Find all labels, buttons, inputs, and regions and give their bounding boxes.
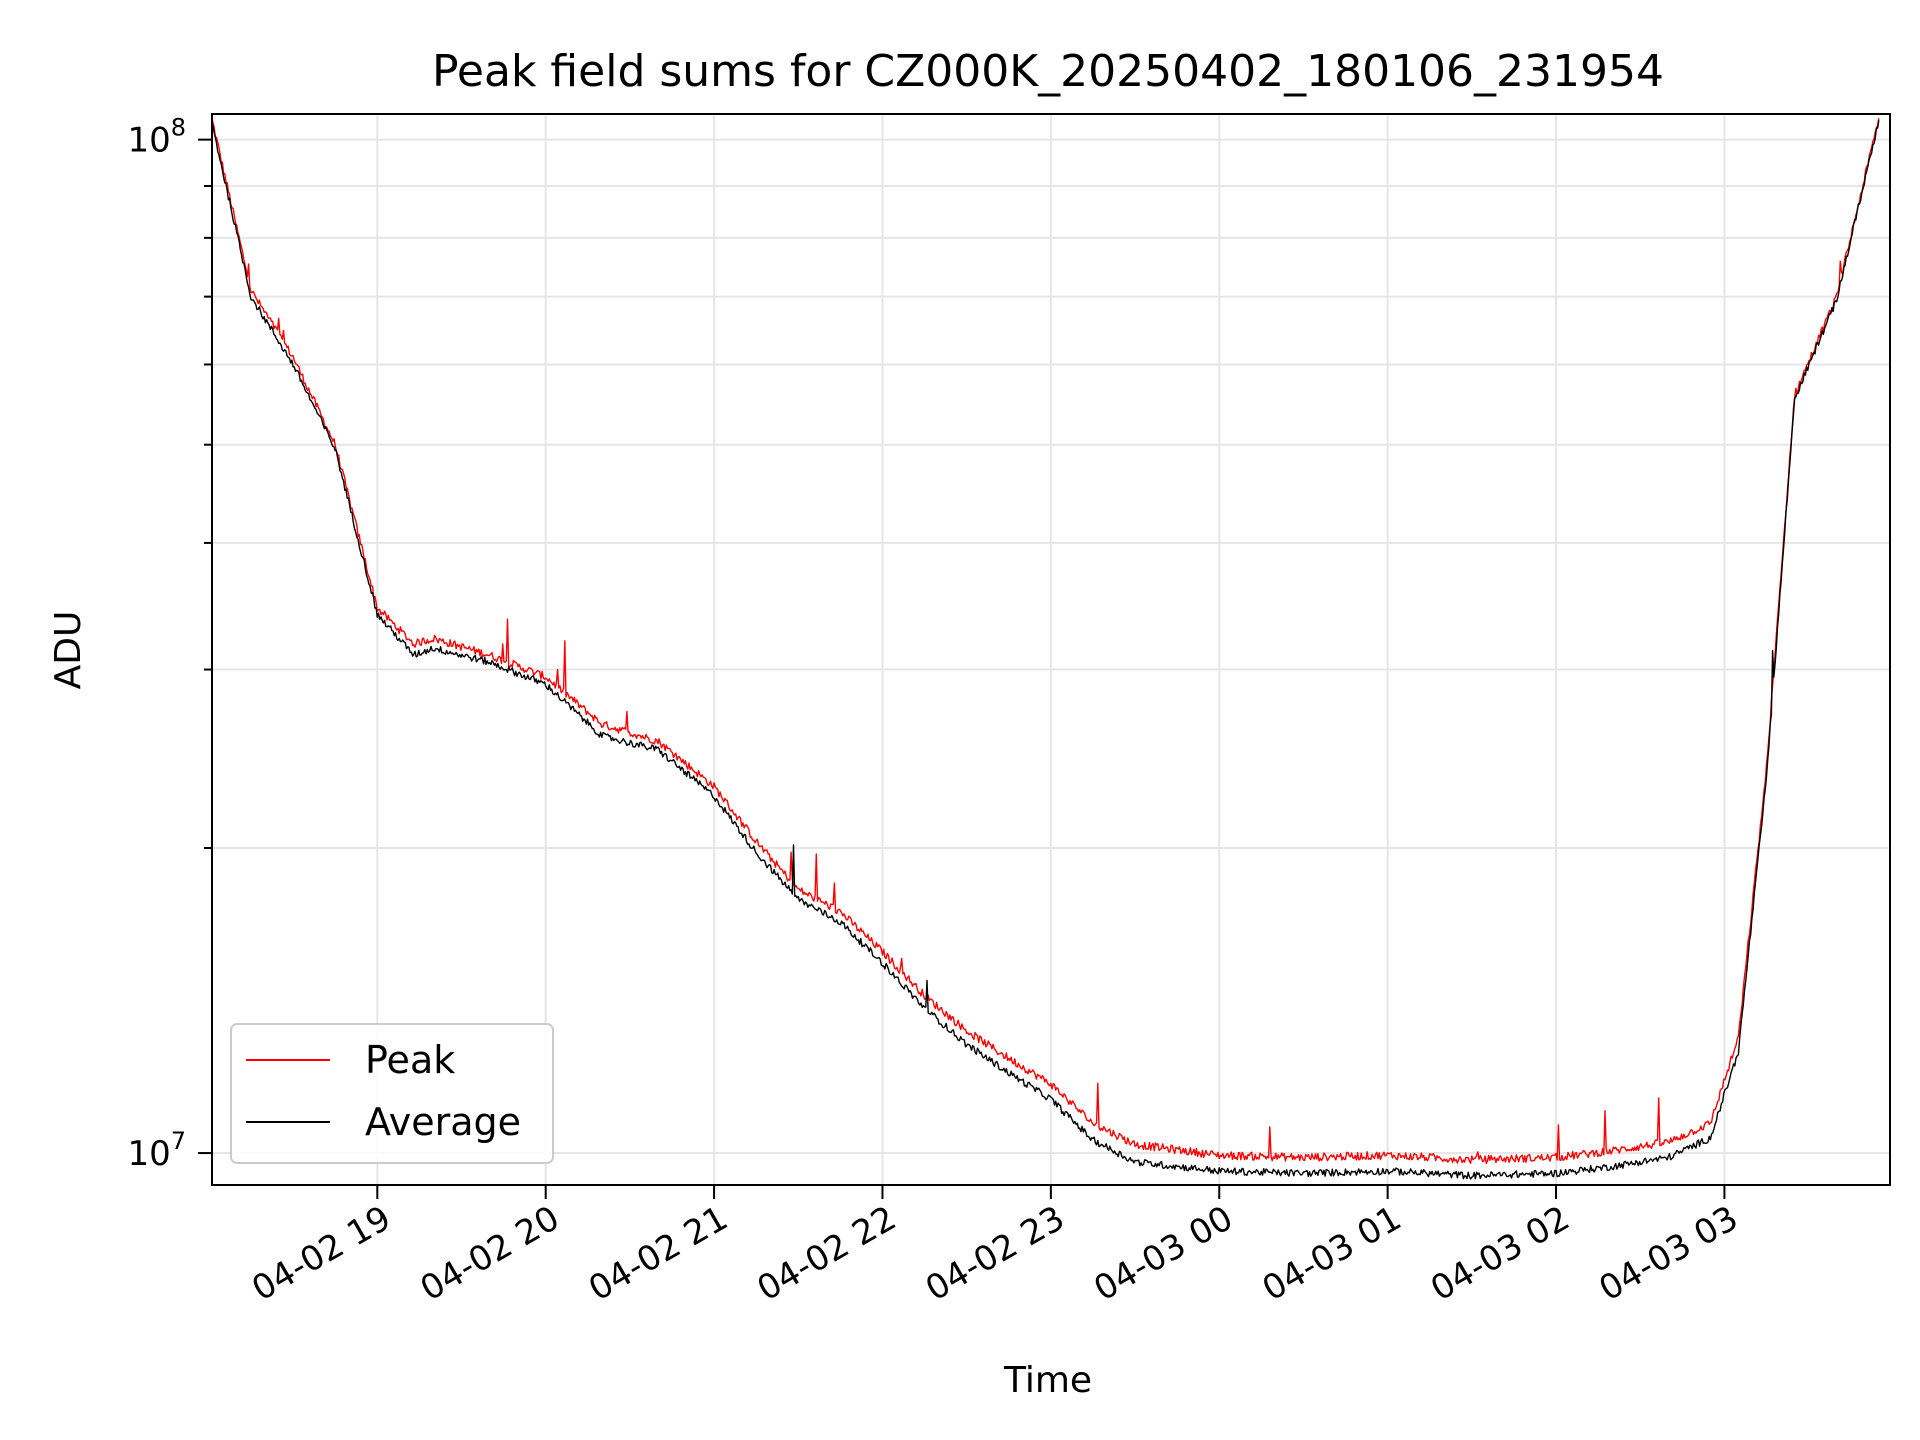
y-tick-label: 108 <box>127 114 186 161</box>
series-layer <box>211 116 1880 1180</box>
grid-lines <box>212 114 1890 1185</box>
x-axis: 04-02 19 04-02 20 04-02 21 04-02 22 04-02 23… <box>245 1185 1745 1309</box>
y-tick-label: 107 <box>127 1127 186 1174</box>
chart-title: Peak field sums for CZ000K_20250402_1801… <box>432 46 1664 97</box>
x-tick-label: 04-02 22 <box>751 1198 903 1309</box>
legend-box <box>230 1023 554 1164</box>
x-tick-label: 04-02 21 <box>582 1198 734 1309</box>
y-axis: 107 108 <box>127 114 212 1174</box>
series-line-peak <box>211 116 1880 1165</box>
x-tick-label: 04-03 02 <box>1424 1198 1576 1309</box>
x-tick-label: 04-02 19 <box>245 1198 397 1309</box>
legend: Peak Average <box>230 1023 554 1164</box>
x-tick-label: 04-03 01 <box>1256 1198 1408 1309</box>
series-line-average <box>211 120 1880 1180</box>
legend-label-peak: Peak <box>365 1038 455 1082</box>
x-tick-label: 04-02 20 <box>414 1198 566 1309</box>
x-tick-label: 04-03 00 <box>1087 1198 1239 1309</box>
x-tick-label: 04-03 03 <box>1593 1198 1745 1309</box>
x-axis-label: Time <box>1003 1360 1092 1401</box>
x-tick-label: 04-02 23 <box>919 1198 1071 1309</box>
y-axis-label: ADU <box>48 611 89 690</box>
legend-label-average: Average <box>365 1100 521 1144</box>
